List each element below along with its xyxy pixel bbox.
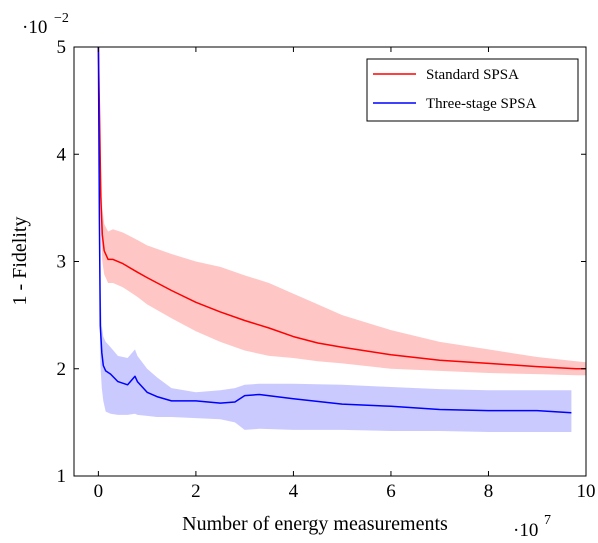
x-axis-multiplier: ·10 7 bbox=[513, 513, 551, 541]
x-tick-label: 2 bbox=[191, 481, 201, 502]
y-tick-label: 5 bbox=[57, 37, 67, 58]
x-tick-label: 10 bbox=[577, 481, 596, 502]
legend: Standard SPSA Three-stage SPSA bbox=[366, 58, 579, 122]
series-line-standard-spsa bbox=[97, 46, 586, 370]
y-tick-label: 2 bbox=[57, 359, 67, 380]
y-axis-label: 1 - Fidelity bbox=[9, 217, 31, 306]
x-tick-label: 4 bbox=[289, 481, 299, 502]
x-axis-label: Number of energy measurements bbox=[182, 513, 448, 535]
confidence-bands bbox=[98, 47, 587, 432]
y-tick-label: 4 bbox=[57, 144, 67, 165]
legend-box bbox=[366, 58, 579, 122]
y-multiplier-base: ·10 bbox=[22, 17, 47, 38]
x-tick-label: 0 bbox=[94, 481, 104, 502]
legend-label-standard-spsa: Standard SPSA bbox=[426, 67, 519, 83]
y-tick-label: 3 bbox=[57, 252, 67, 273]
y-axis-multiplier: ·10 −2 bbox=[22, 11, 69, 38]
x-multiplier-base: ·10 bbox=[513, 520, 538, 541]
x-multiplier-exponent: 7 bbox=[544, 513, 551, 528]
series-line-three-stage-spsa bbox=[97, 46, 572, 414]
x-tick-label: 6 bbox=[386, 481, 396, 502]
series-lines bbox=[97, 46, 586, 414]
band-standard-spsa bbox=[98, 47, 587, 376]
y-tick-label: 1 bbox=[57, 466, 67, 487]
x-tick-label: 8 bbox=[484, 481, 494, 502]
band-three-stage-spsa bbox=[98, 47, 572, 432]
legend-label-three-stage-spsa: Three-stage SPSA bbox=[426, 96, 537, 112]
y-multiplier-exponent: −2 bbox=[54, 11, 69, 26]
